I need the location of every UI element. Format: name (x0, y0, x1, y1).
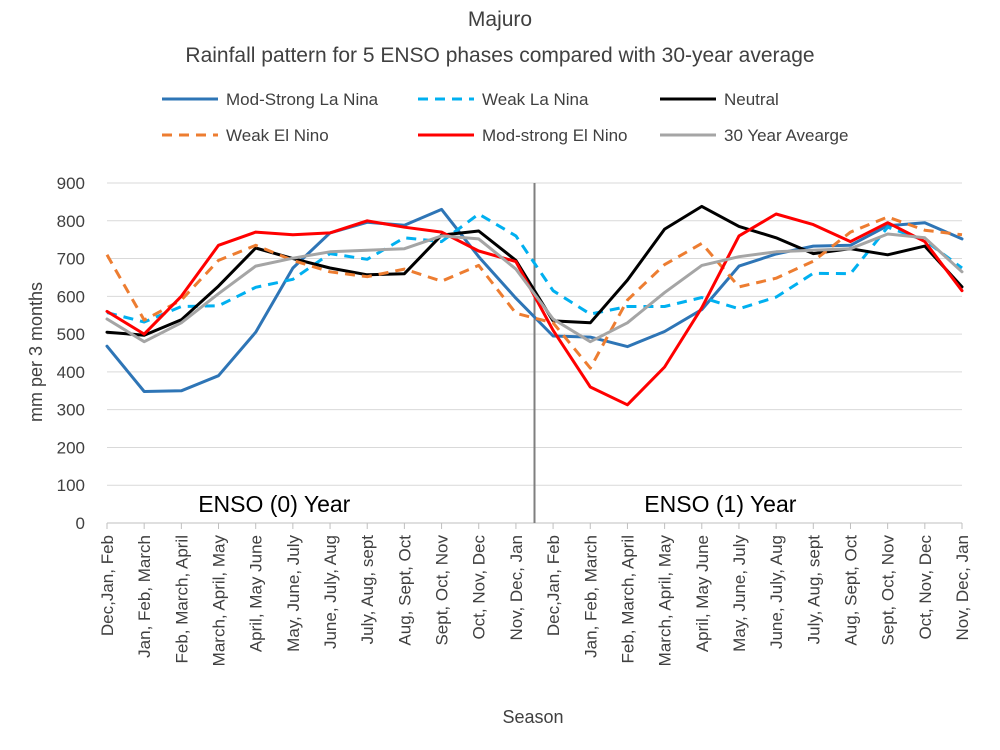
x-tick-label: March, April, May (210, 535, 229, 667)
x-tick-label: Sept, Oct, Nov (433, 535, 452, 646)
y-tick-label: 200 (57, 438, 85, 457)
x-tick-label: Nov, Dec, Jan (507, 535, 526, 641)
legend-label: 30 Year Avearge (724, 126, 848, 145)
x-tick-label: Aug, Sept, Oct (395, 535, 414, 646)
x-tick-label: Oct, Nov, Dec (916, 535, 935, 640)
chart-title: Majuro (467, 8, 533, 31)
x-tick-label: Jan, Feb, March (581, 535, 600, 658)
x-tick-label: June, July, Aug (767, 535, 786, 649)
legend-label: Weak El Nino (226, 126, 329, 145)
y-tick-label: 0 (76, 514, 85, 533)
x-tick-label: Dec,Jan, Feb (544, 535, 563, 636)
legend-label: Mod-strong El Nino (482, 126, 628, 145)
y-tick-label: 400 (57, 363, 85, 382)
x-tick-label: Jan, Feb, March (135, 535, 154, 658)
x-tick-label: Feb, March, April (618, 535, 637, 664)
x-tick-label: March, April, May (656, 535, 675, 667)
y-tick-label: 300 (57, 401, 85, 420)
x-tick-label: Feb, March, April (172, 535, 191, 664)
x-tick-label: Oct, Nov, Dec (470, 535, 489, 640)
y-tick-label: 800 (57, 212, 85, 231)
x-tick-label: Dec,Jan, Feb (98, 535, 117, 636)
y-tick-label: 600 (57, 287, 85, 306)
x-tick-label: May, June, July (284, 535, 303, 652)
y-tick-label: 700 (57, 250, 85, 269)
series-line (106, 212, 963, 324)
x-tick-label: July, Aug, sept (358, 535, 377, 645)
phase-annotation: ENSO (1) Year (644, 491, 796, 517)
phase-annotation: ENSO (0) Year (198, 491, 350, 517)
legend-label: Mod-Strong La Nina (226, 90, 379, 109)
x-tick-label: Aug, Sept, Oct (841, 535, 860, 646)
legend: Mod-Strong La Nina Weak La Nina Neutral Wea… (162, 90, 848, 145)
x-tick-label: April, May June (693, 535, 712, 652)
x-tick-label: Nov, Dec, Jan (953, 535, 972, 641)
phase-annotations: ENSO (0) Year ENSO (1) Year (198, 183, 797, 523)
x-axis-title: Season (502, 707, 563, 727)
legend-label: Neutral (724, 90, 779, 109)
y-tick-label: 100 (57, 476, 85, 495)
x-tick-label: Sept, Oct, Nov (879, 535, 898, 646)
series-lines (105, 204, 964, 407)
y-tick-label: 500 (57, 325, 85, 344)
legend-label: Weak La Nina (482, 90, 589, 109)
chart-subtitle: Rainfall pattern for 5 ENSO phases compa… (185, 44, 815, 67)
series-line (105, 204, 964, 337)
y-tick-label: 900 (57, 174, 85, 193)
axes: 0 100 200 300 400 500 600 700 800 900 Dec,Jan, Feb… (57, 174, 972, 666)
x-tick-label: April, May June (247, 535, 266, 652)
x-tick-label: May, June, July (730, 535, 749, 652)
series-line (105, 207, 964, 393)
y-axis-title: mm per 3 months (26, 282, 46, 422)
x-tick-label: July, Aug, sept (804, 535, 823, 645)
series-line (105, 215, 963, 370)
series-line (105, 232, 964, 344)
x-tick-label: June, July, Aug (321, 535, 340, 649)
